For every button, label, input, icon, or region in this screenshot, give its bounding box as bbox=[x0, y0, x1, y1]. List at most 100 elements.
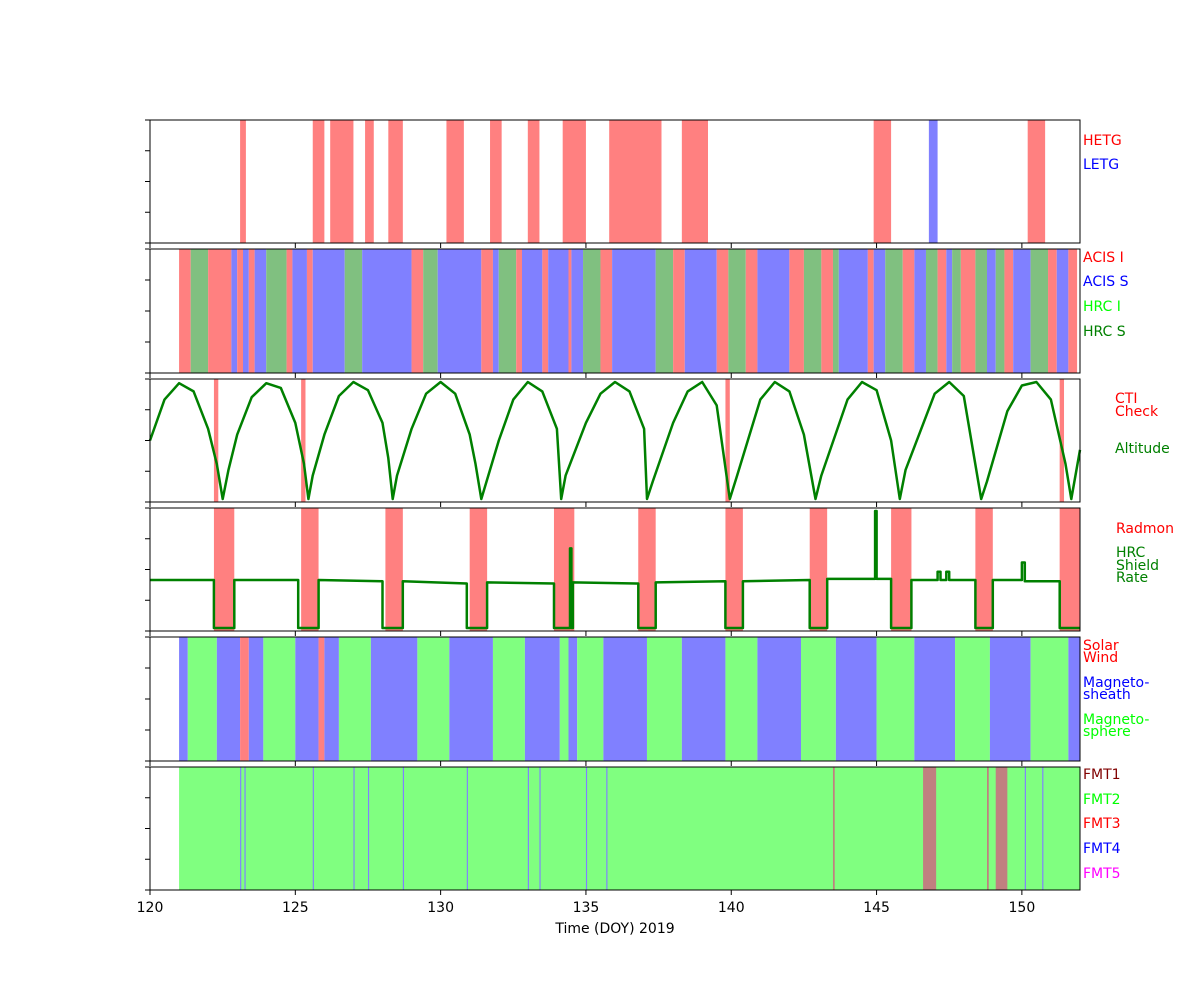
radmon-label-2: Shield bbox=[1116, 558, 1159, 574]
instrument-band-35 bbox=[745, 249, 758, 373]
instrument-band-44 bbox=[885, 249, 903, 373]
instrument-band-19 bbox=[492, 249, 499, 373]
instrument-band-58 bbox=[1048, 249, 1057, 373]
grating-band-5 bbox=[446, 120, 464, 243]
region-band-16 bbox=[568, 637, 578, 761]
altitude-band-2 bbox=[725, 379, 730, 502]
radmon-band-1 bbox=[301, 508, 319, 631]
grating-band-4 bbox=[388, 120, 403, 243]
instrument-band-39 bbox=[821, 249, 833, 373]
region-band-12 bbox=[449, 637, 493, 761]
instrument-band-34 bbox=[728, 249, 746, 373]
panel-format: FMT1 FMT2 FMT3 FMT4 FMT5 bbox=[145, 766, 1121, 895]
instrument-band-32 bbox=[684, 249, 717, 373]
instrument-band-3 bbox=[231, 249, 238, 373]
format-label-4: FMT5 bbox=[1083, 866, 1121, 882]
instrument-band-2 bbox=[208, 249, 232, 373]
instrument-band-16 bbox=[423, 249, 438, 373]
instrument-band-15 bbox=[411, 249, 424, 373]
instrument-band-5 bbox=[243, 249, 249, 373]
format-band-10 bbox=[585, 767, 588, 890]
region-band-26 bbox=[914, 637, 956, 761]
instrument-band-0 bbox=[179, 249, 191, 373]
format-band-16 bbox=[1024, 767, 1026, 890]
radmon-band-0 bbox=[213, 508, 235, 631]
instrument-band-40 bbox=[832, 249, 839, 373]
x-tick-label-3: 135 bbox=[573, 900, 600, 916]
grating-band-0 bbox=[240, 120, 246, 243]
region-label-2: Magneto- bbox=[1083, 675, 1149, 691]
region-band-7 bbox=[318, 637, 325, 761]
altitude-frame bbox=[149, 378, 1081, 503]
format-label-0: FMT1 bbox=[1083, 767, 1121, 783]
format-band-8 bbox=[527, 767, 529, 890]
instrument-band-41 bbox=[838, 249, 868, 373]
radmon-band-10 bbox=[1059, 508, 1080, 631]
radmon-label-0: Radmon bbox=[1116, 521, 1174, 537]
instrument-band-9 bbox=[286, 249, 293, 373]
region-band-10 bbox=[370, 637, 418, 761]
region-band-30 bbox=[1068, 637, 1080, 761]
region-band-0 bbox=[179, 637, 188, 761]
instrument-band-30 bbox=[655, 249, 674, 373]
radmon-band-5 bbox=[638, 508, 656, 631]
format-band-13 bbox=[923, 767, 937, 890]
altitude-label-0: CTI bbox=[1115, 391, 1137, 407]
region-band-4 bbox=[248, 637, 264, 761]
instrument-band-28 bbox=[600, 249, 613, 373]
radmon-band-8 bbox=[891, 508, 912, 631]
region-band-5 bbox=[263, 637, 296, 761]
format-band-1 bbox=[240, 767, 242, 890]
grating-band-10 bbox=[681, 120, 708, 243]
grating-band-1 bbox=[312, 120, 325, 243]
radmon-band-6 bbox=[725, 508, 743, 631]
region-band-1 bbox=[187, 637, 217, 761]
region-band-2 bbox=[216, 637, 241, 761]
instrument-band-12 bbox=[312, 249, 345, 373]
panel-grating: HETG LETG bbox=[145, 119, 1122, 248]
instrument-band-27 bbox=[583, 249, 601, 373]
instrument-band-26 bbox=[571, 249, 584, 373]
instrument-band-45 bbox=[902, 249, 915, 373]
instrument-band-4 bbox=[237, 249, 243, 373]
grating-band-11 bbox=[873, 120, 892, 243]
x-tick-label-4: 140 bbox=[718, 900, 745, 916]
instrument-band-25 bbox=[568, 249, 572, 373]
radmon-frame bbox=[149, 507, 1081, 632]
instrument-band-23 bbox=[542, 249, 549, 373]
radmon-band-2 bbox=[385, 508, 403, 631]
instrument-band-36 bbox=[757, 249, 790, 373]
format-label-2: FMT3 bbox=[1083, 816, 1121, 832]
instrument-band-60 bbox=[1068, 249, 1078, 373]
region-band-6 bbox=[295, 637, 319, 761]
grating-label-1: LETG bbox=[1083, 157, 1119, 173]
format-band-14 bbox=[987, 767, 989, 890]
instrument-band-52 bbox=[975, 249, 987, 373]
region-band-24 bbox=[835, 637, 877, 761]
x-tick-label-6: 150 bbox=[1009, 900, 1036, 916]
radmon-curve bbox=[150, 509, 1080, 630]
instrument-label-3: HRC S bbox=[1083, 324, 1126, 340]
instrument-band-31 bbox=[673, 249, 685, 373]
instrument-band-51 bbox=[960, 249, 976, 373]
instrument-band-53 bbox=[987, 249, 996, 373]
instrument-band-11 bbox=[306, 249, 313, 373]
instrument-band-59 bbox=[1056, 249, 1069, 373]
instrument-band-47 bbox=[925, 249, 938, 373]
altitude-curve bbox=[148, 380, 1082, 501]
format-band-9 bbox=[539, 767, 541, 890]
altitude-label-1: Check bbox=[1115, 404, 1159, 420]
x-axis: 120 125 130 135 140 145 150 bbox=[137, 900, 1036, 916]
grating-band-3 bbox=[365, 120, 374, 243]
altitude-band-3 bbox=[1059, 379, 1065, 502]
format-band-12 bbox=[832, 767, 835, 890]
format-band-2 bbox=[244, 767, 246, 890]
region-label-5: sphere bbox=[1083, 724, 1131, 740]
format-band-17 bbox=[1042, 767, 1044, 890]
grating-band-7 bbox=[527, 120, 540, 243]
